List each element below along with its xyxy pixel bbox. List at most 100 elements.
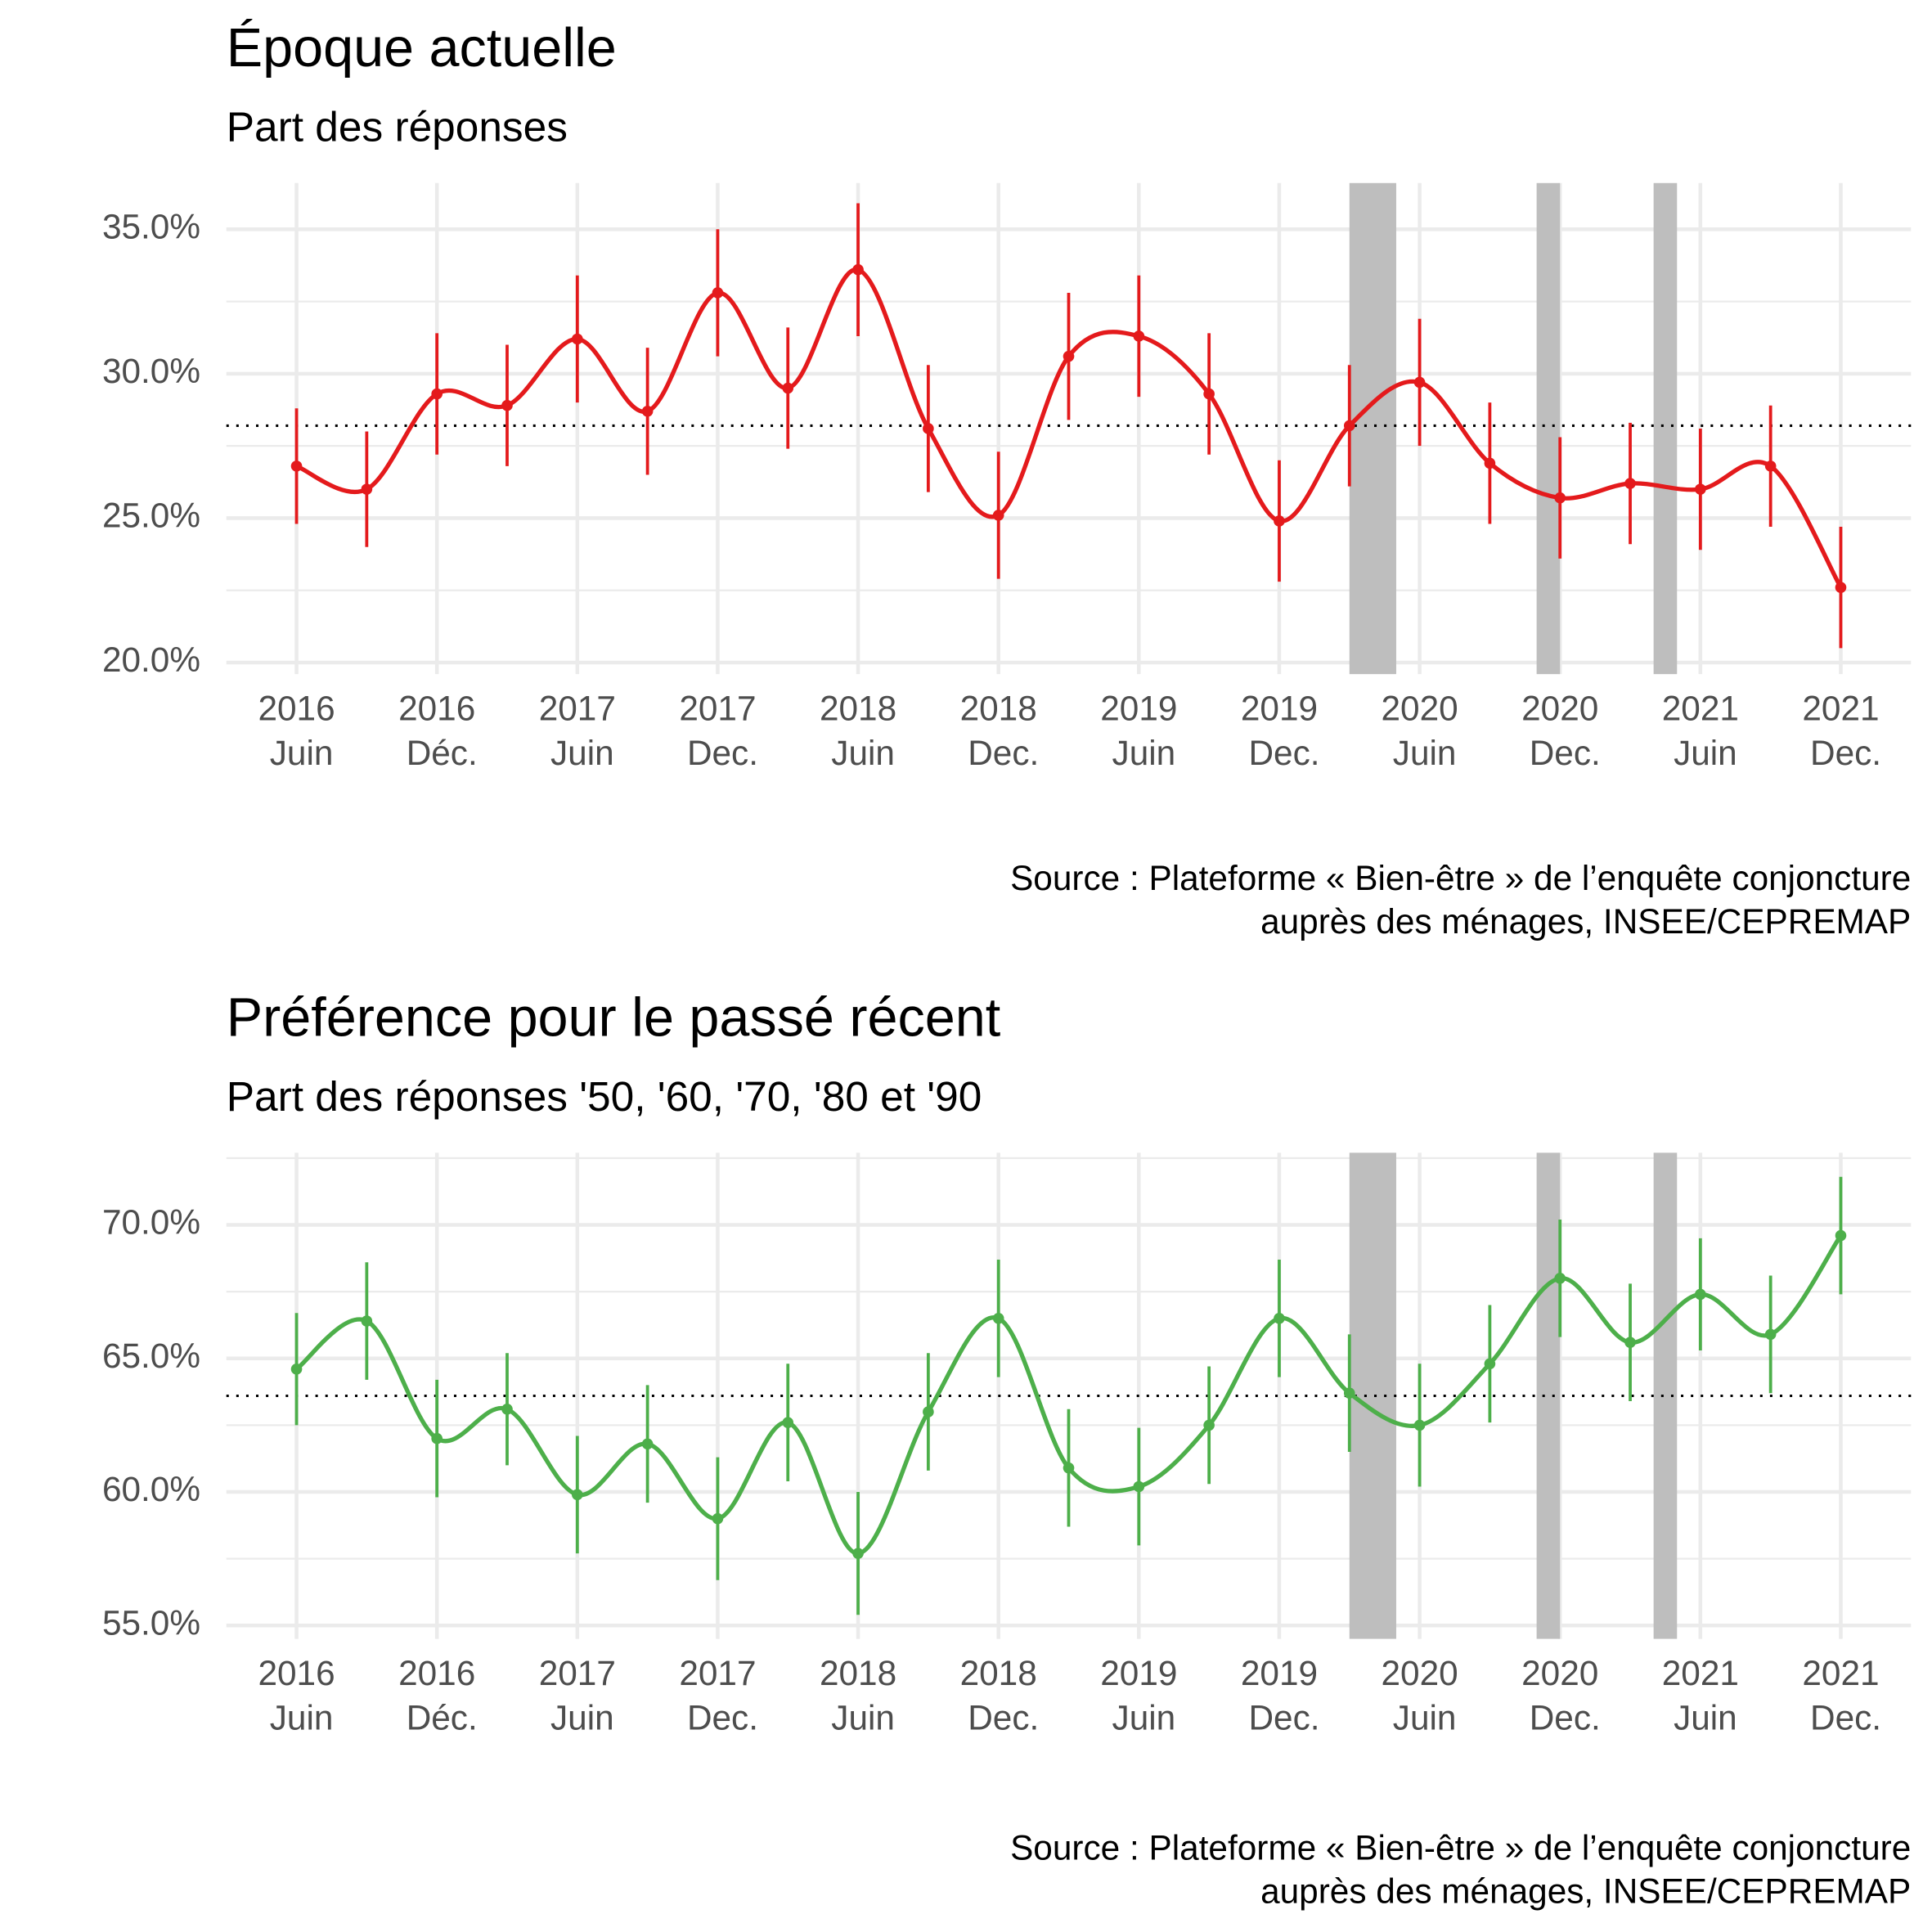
point	[571, 333, 583, 345]
x-tick-label: Juin	[1393, 1699, 1457, 1737]
chart-title: Préférence pour le passé récent	[227, 988, 1001, 1049]
point	[1484, 457, 1496, 470]
point	[992, 510, 1004, 521]
chart-subtitle: Part des réponses	[227, 102, 568, 150]
x-tick-label: Juin	[550, 734, 614, 772]
shaded-region	[1536, 182, 1561, 675]
x-tick-label: 2019	[1100, 1654, 1177, 1692]
point	[1764, 1328, 1777, 1341]
x-tick-label: Juin	[1112, 1699, 1176, 1737]
point	[1695, 1288, 1706, 1301]
point	[1133, 1480, 1145, 1493]
x-tick-label: 2017	[539, 1654, 616, 1692]
x-tick-label: 2021	[1662, 1654, 1739, 1692]
x-tick-label: 2017	[539, 690, 616, 728]
y-tick-label: 60.0%	[102, 1470, 200, 1508]
x-tick-label: 2016	[398, 690, 475, 728]
x-tick-label: Juin	[550, 1699, 614, 1737]
x-tick-label: 2020	[1521, 1654, 1598, 1692]
x-tick-label: Juin	[831, 734, 895, 772]
x-tick-label: 2021	[1802, 690, 1879, 728]
point	[992, 1312, 1004, 1324]
x-tick-label: 2017	[679, 690, 756, 728]
x-tick-label: Juin	[270, 734, 334, 772]
y-tick-label: 65.0%	[102, 1337, 200, 1375]
point	[641, 405, 654, 417]
x-tick-label: Juin	[270, 1699, 334, 1737]
shaded-region	[1349, 182, 1396, 675]
x-tick-label: Dec.	[1248, 1699, 1319, 1737]
x-tick-label: Juin	[1393, 734, 1457, 772]
series-line	[294, 1234, 1843, 1556]
x-tick-label: 2019	[1241, 690, 1318, 728]
x-tick-label: Dec.	[1530, 734, 1601, 772]
x-tick-label: Juin	[1674, 1699, 1737, 1737]
point	[1624, 1337, 1636, 1348]
shaded-region	[1653, 182, 1678, 675]
x-tick-label: Dec.	[968, 1699, 1039, 1737]
x-tick-label: Déc.	[407, 734, 478, 772]
x-tick-label: 2019	[1241, 1654, 1318, 1692]
x-tick-label: 2018	[820, 690, 896, 728]
x-tick-label: 2016	[258, 1654, 335, 1692]
caption: Source : Plateforme « Bien-être » de l’e…	[1010, 859, 1911, 897]
point	[852, 263, 864, 276]
point	[1484, 1358, 1496, 1370]
point	[431, 1432, 443, 1445]
point	[361, 483, 373, 495]
chart-subtitle: Part des réponses '50, '60, '70, '80 et …	[227, 1072, 982, 1120]
x-tick-label: 2021	[1662, 690, 1739, 728]
x-tick-label: Dec.	[687, 734, 758, 772]
point	[782, 382, 794, 394]
point	[571, 1489, 583, 1501]
y-tick-label: 35.0%	[102, 207, 200, 245]
x-tick-label: Juin	[1112, 734, 1176, 772]
point	[1554, 492, 1566, 504]
y-tick-label: 30.0%	[102, 352, 200, 390]
shaded-region	[1349, 1152, 1396, 1639]
point	[501, 399, 513, 411]
point	[431, 388, 443, 400]
point	[1764, 461, 1777, 472]
x-tick-label: 2018	[820, 1654, 896, 1692]
point	[712, 287, 724, 299]
point	[923, 423, 934, 434]
x-tick-label: Dec.	[687, 1699, 758, 1737]
y-tick-label: 20.0%	[102, 640, 200, 679]
shaded-region	[1536, 1152, 1561, 1639]
x-tick-label: Déc.	[407, 1699, 478, 1737]
x-tick-label: Dec.	[1530, 1699, 1601, 1737]
point	[1835, 1229, 1847, 1242]
x-tick-label: 2020	[1521, 690, 1598, 728]
point	[923, 1406, 934, 1418]
y-tick-label: 25.0%	[102, 496, 200, 535]
point	[1203, 1419, 1215, 1431]
x-tick-label: 2018	[960, 1654, 1037, 1692]
x-tick-label: 2019	[1100, 690, 1177, 728]
x-tick-label: Juin	[1674, 734, 1737, 772]
x-tick-label: 2016	[258, 690, 335, 728]
point	[1063, 1462, 1075, 1474]
x-tick-label: 2021	[1802, 1654, 1879, 1692]
caption: Source : Plateforme « Bien-être » de l’e…	[1010, 1828, 1911, 1867]
point	[1835, 582, 1847, 593]
point	[1133, 330, 1145, 342]
point	[1063, 350, 1075, 362]
caption: auprès des ménages, INSEE/CEPREMAP	[1260, 1871, 1911, 1910]
x-tick-label: Dec.	[968, 734, 1039, 772]
point	[1274, 1312, 1285, 1324]
y-tick-label: 70.0%	[102, 1203, 200, 1242]
x-tick-label: Juin	[831, 1699, 895, 1737]
x-tick-label: 2020	[1382, 1654, 1458, 1692]
x-tick-label: 2017	[679, 1654, 756, 1692]
point	[501, 1403, 513, 1415]
point	[361, 1315, 373, 1327]
point	[1624, 478, 1636, 489]
point	[1203, 388, 1215, 400]
point	[290, 1364, 303, 1375]
point	[1343, 1387, 1355, 1400]
x-tick-label: 2016	[398, 1654, 475, 1692]
point	[1413, 376, 1426, 389]
